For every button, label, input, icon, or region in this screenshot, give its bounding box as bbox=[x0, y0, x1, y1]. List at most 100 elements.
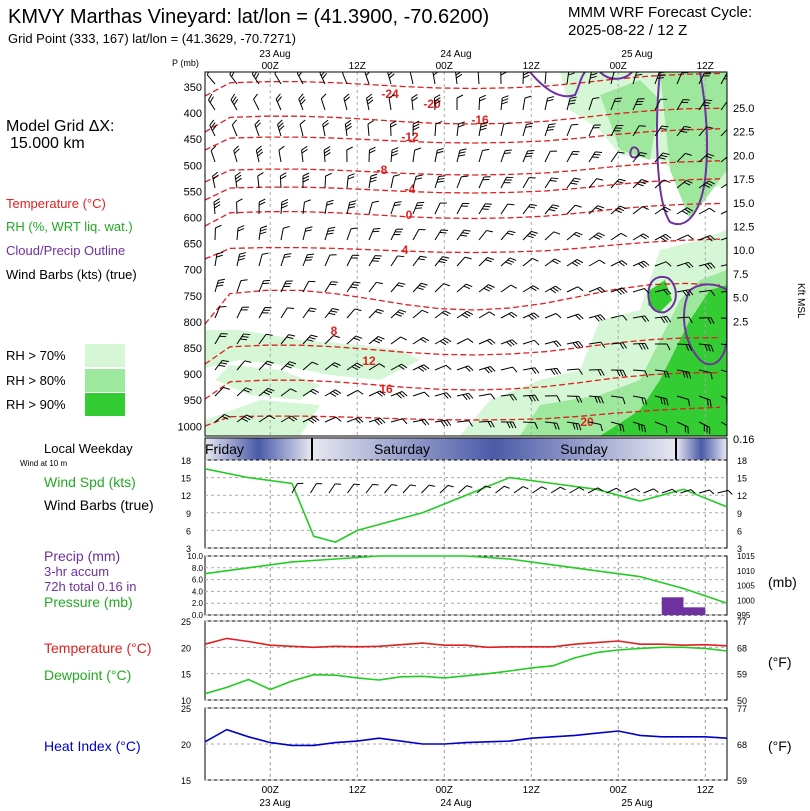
wind-barbs bbox=[206, 72, 727, 435]
wind-barb bbox=[214, 333, 228, 345]
surface-wind-barb-staff bbox=[717, 489, 729, 494]
surface-wind-barb bbox=[532, 486, 548, 494]
wind-barb-flag bbox=[597, 315, 603, 321]
wind-barb bbox=[698, 153, 715, 163]
wind-barb-flag bbox=[305, 229, 312, 232]
wind-barb bbox=[500, 366, 518, 373]
wind-barb-flag bbox=[391, 153, 398, 157]
wind-barb-staff bbox=[434, 150, 438, 163]
wind-barb bbox=[346, 389, 364, 397]
pressure-tick-label: 850 bbox=[184, 343, 202, 355]
surface-wind-barb bbox=[495, 485, 510, 494]
wind-barb-flag bbox=[658, 156, 666, 160]
wind-barb-flag bbox=[640, 261, 647, 267]
wind-barb-flag bbox=[622, 342, 627, 349]
wind-barb-staff bbox=[544, 340, 557, 345]
wind-barb-flag bbox=[421, 309, 429, 314]
wind-barb-flag bbox=[351, 257, 358, 259]
wind-barb-flag bbox=[418, 258, 425, 261]
wind-barb-flag bbox=[416, 287, 424, 290]
wind-barb bbox=[275, 93, 282, 111]
wind-barb bbox=[344, 119, 352, 137]
wind-barb-flag bbox=[264, 307, 272, 309]
wind-barb-staff bbox=[236, 254, 240, 267]
pressure-tick-label: 1000 bbox=[178, 421, 202, 433]
wind-barb bbox=[478, 366, 496, 374]
surface-wind-barb bbox=[587, 487, 603, 494]
wind-barb bbox=[236, 252, 247, 267]
surface-wind-barb-staff bbox=[476, 485, 486, 494]
wind-barb-flag bbox=[621, 287, 628, 293]
swatch-rh70 bbox=[85, 344, 125, 367]
precip-bar bbox=[661, 597, 684, 615]
wind-barb bbox=[390, 336, 407, 345]
wind-barb-flag bbox=[235, 177, 242, 183]
wind-barb-flag bbox=[640, 152, 648, 155]
legend-heat-index: Heat Index (°C) bbox=[44, 738, 141, 754]
wind-barb-staff bbox=[566, 368, 579, 371]
wind-barb bbox=[676, 261, 694, 269]
wind-barb-staff bbox=[390, 363, 402, 371]
wind-barb-flag bbox=[570, 96, 577, 99]
wind-barb-staff bbox=[390, 202, 396, 215]
wind-barb-staff bbox=[500, 257, 511, 267]
wind-barb-flag bbox=[487, 257, 495, 261]
wind-barb-flag bbox=[663, 370, 667, 378]
wind-barb bbox=[456, 229, 471, 241]
wind-barb-flag bbox=[686, 207, 694, 212]
wind-barb-flag bbox=[329, 392, 337, 397]
heat-index-tick-left: 20 bbox=[181, 740, 191, 750]
wind-barb-flag bbox=[704, 72, 711, 74]
wind-barb-flag bbox=[703, 184, 711, 189]
wind-barb-staff bbox=[676, 395, 689, 400]
wind-barb bbox=[654, 233, 672, 242]
wind-barb-flag bbox=[620, 232, 628, 238]
wind-barb-flag bbox=[684, 125, 691, 129]
weekday-friday: Friday bbox=[205, 441, 244, 457]
wind-barb bbox=[324, 226, 336, 241]
wind-barb-flag bbox=[571, 123, 579, 126]
wind-barb-staff bbox=[210, 150, 216, 163]
wind-barb-flag bbox=[398, 282, 406, 285]
wind-barb-staff bbox=[214, 333, 222, 345]
wind-barb-staff bbox=[251, 73, 260, 85]
surface-wind-barb-staff bbox=[365, 484, 374, 494]
wind-barb-flag bbox=[615, 97, 623, 100]
wind-barb-flag bbox=[210, 145, 217, 152]
wind-barb-flag bbox=[528, 315, 535, 321]
wind-barb bbox=[209, 119, 217, 137]
wind-barb-flag bbox=[231, 119, 238, 126]
wind-barb bbox=[212, 171, 219, 189]
wind-barb bbox=[478, 230, 494, 241]
model-grid-value: 15.000 km bbox=[10, 135, 85, 152]
wind-barb bbox=[279, 172, 287, 189]
surface-wind-barb-flag bbox=[503, 485, 510, 489]
wind-barb-flag bbox=[251, 72, 257, 75]
wind-barb-flag bbox=[512, 394, 518, 401]
wind-barb bbox=[566, 368, 583, 375]
wind-barb bbox=[346, 173, 355, 189]
wind-barb bbox=[500, 176, 514, 189]
wind-barb-staff bbox=[456, 203, 464, 215]
wind-barb-flag bbox=[598, 232, 605, 237]
wind-barb bbox=[368, 228, 381, 241]
wind-tick-right: 12 bbox=[737, 491, 747, 501]
wind-barb-staff bbox=[500, 284, 512, 293]
wind-barb-flag bbox=[374, 255, 382, 257]
top-time-tick: 12Z bbox=[697, 61, 714, 72]
surface-wind-barb-flag bbox=[709, 489, 715, 495]
wind-barb-flag bbox=[571, 262, 579, 267]
wind-barb bbox=[324, 199, 334, 215]
bottom-time-tick: 12Z bbox=[697, 785, 714, 796]
wind-barb bbox=[214, 386, 230, 397]
wind-barb-staff bbox=[346, 389, 358, 397]
wind-barb-flag bbox=[575, 396, 580, 403]
wind-barb-flag bbox=[373, 339, 380, 344]
wind-barb-staff bbox=[698, 421, 710, 428]
wind-barb-staff bbox=[478, 366, 491, 371]
legend-cloud: Cloud/Precip Outline bbox=[6, 243, 125, 258]
wind-barb-flag bbox=[419, 255, 427, 258]
pressure-tick: 1005 bbox=[737, 582, 755, 591]
wind-barb-flag bbox=[420, 338, 427, 343]
wind-barb-flag bbox=[635, 73, 643, 76]
